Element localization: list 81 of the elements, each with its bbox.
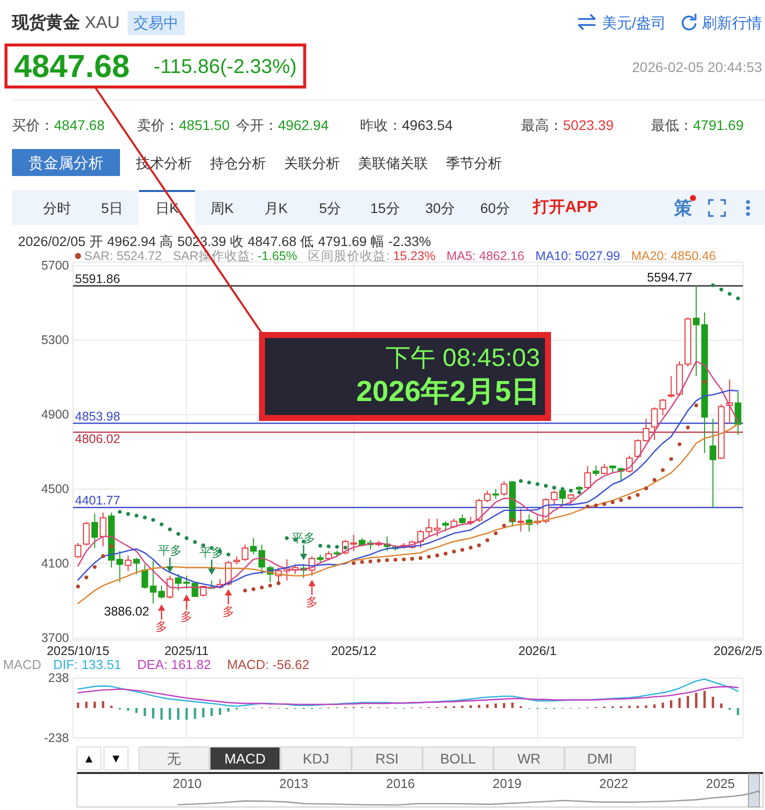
text: 美元/盎司: [602, 14, 666, 32]
text: MACD: [224, 750, 266, 766]
text: 今开：4962.94: [236, 117, 329, 133]
chart-title: MACD: [3, 656, 42, 672]
ref-line-label: 4401.77: [75, 493, 120, 508]
text: -115.86(-2.33%): [154, 56, 297, 78]
text: KDJ: [302, 750, 330, 766]
text: 5594.77: [647, 270, 692, 284]
text: WR: [517, 750, 541, 766]
text: ▲: [83, 752, 95, 766]
text: 关联分析: [284, 155, 340, 171]
text: 2026-02-05 20:44:53: [632, 59, 762, 75]
text: 4847.68: [54, 117, 105, 133]
y-tick-label: 5700: [41, 258, 70, 273]
y-tick-label: 5300: [41, 333, 70, 348]
text: 分时: [43, 200, 71, 216]
data-label: 平多: [200, 546, 224, 560]
text: DMI: [587, 750, 613, 766]
data-label: 平多: [158, 543, 182, 558]
text: 周K: [210, 200, 234, 216]
y-tick-label: 4500: [41, 482, 70, 496]
text: 3886.02: [104, 604, 150, 618]
ref-line-label: 4806.02: [75, 432, 120, 446]
x-tick-label: 2025/10/15: [46, 644, 110, 658]
text: 策: [673, 198, 692, 218]
x-tick-label: 2013: [279, 776, 308, 790]
text: 15分: [370, 200, 400, 216]
text: 卖价：4851.50: [137, 117, 230, 133]
text: 30分: [425, 200, 455, 216]
y-tick-label: 3700: [41, 631, 70, 646]
annotation: 区间股价收益: 15.23%: [308, 249, 436, 263]
data-label: 多: [306, 595, 318, 610]
text: 4847.68: [14, 48, 130, 84]
text: MA20: 4850.46: [631, 249, 716, 263]
x-tick-label: 2019: [492, 776, 522, 790]
text: RSI: [375, 750, 399, 766]
chart-title: 现货黄金 XAU: [11, 12, 120, 32]
y-tick-label: 238: [48, 671, 70, 685]
text: 打开APP: [532, 198, 598, 216]
text: 买价：: [12, 117, 54, 133]
x-tick-label: 2025/12: [331, 644, 376, 658]
data-label: 多: [180, 610, 193, 624]
text: 5日: [101, 200, 123, 216]
y-tick-label: 4900: [41, 408, 70, 422]
series-label: DEA: 161.82: [137, 656, 211, 672]
data-label: 多: [156, 620, 168, 634]
text: MACD: -56.62: [226, 656, 310, 672]
text: 昨收：4963.54: [360, 117, 453, 133]
x-tick-label: 2022: [599, 776, 628, 790]
text: 刷新行情: [702, 14, 762, 32]
ref-line-label: 5591.86: [75, 272, 120, 286]
data-label: 多: [222, 604, 234, 618]
x-tick-label: 2016: [386, 776, 415, 790]
x-tick-label: 2010: [172, 776, 202, 790]
text: BOLL: [440, 750, 476, 766]
legend-label: SAR: 5524.72: [84, 249, 162, 263]
text: MA10: 5027.99: [535, 249, 620, 263]
text: 季节分析: [446, 155, 502, 171]
data-label: 平多: [292, 530, 316, 545]
y-tick-label: 4100: [41, 556, 70, 571]
text: 交易中: [134, 14, 179, 32]
text: 月K: [264, 200, 288, 216]
text: 持仓分析: [210, 155, 266, 171]
text: 60分: [480, 200, 510, 216]
text: 美联储关联: [358, 155, 428, 171]
x-tick-label: 2025: [706, 776, 735, 790]
text: MA5: 4862.16: [446, 249, 524, 263]
ref-line-label: 4853.98: [75, 409, 120, 424]
y-tick-label: -238: [44, 731, 70, 745]
x-tick-label: 2026/1: [518, 644, 557, 658]
x-tick-label: 2026/2/5: [714, 644, 762, 658]
text: 5分: [319, 200, 341, 216]
text: ▼: [110, 752, 122, 766]
series-label: DIF: 133.51: [53, 656, 122, 672]
annotation: 2026年2月5日: [356, 376, 540, 408]
x-tick-label: 2025/11: [164, 644, 209, 658]
annotation: 下午 08:45:03: [386, 344, 540, 372]
text: 无: [167, 750, 181, 766]
text: 贵金属分析: [28, 154, 104, 172]
text: 最高：5023.39: [521, 117, 614, 133]
text: 最低：4791.69: [651, 117, 744, 133]
